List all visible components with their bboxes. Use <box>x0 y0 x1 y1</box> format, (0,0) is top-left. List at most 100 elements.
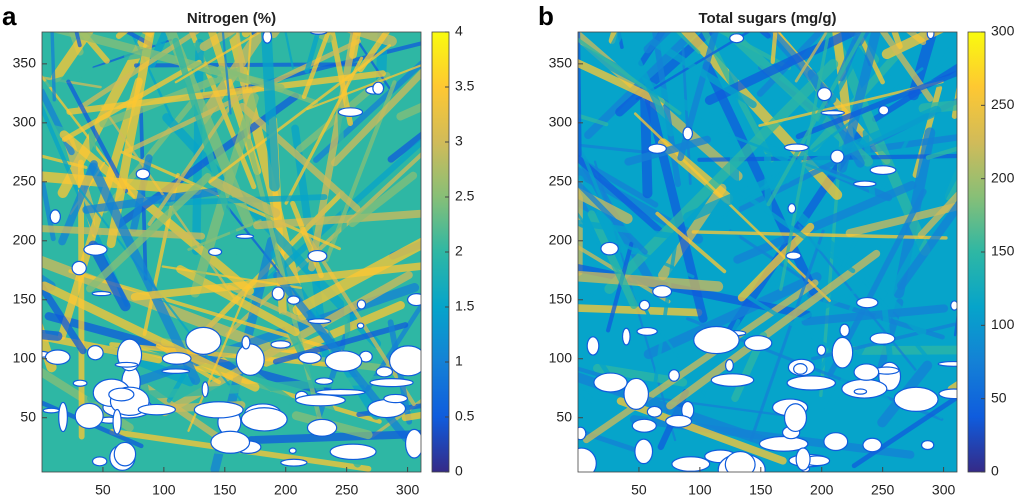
y-tick-label: 350 <box>13 55 37 71</box>
image-stroke <box>57 32 155 198</box>
image-stroke <box>733 180 917 264</box>
image-gap <box>270 340 292 349</box>
image-gap <box>112 408 122 435</box>
image-gap <box>729 33 745 44</box>
image-gap <box>86 345 104 361</box>
image-gap <box>356 299 367 310</box>
image-gap <box>280 458 308 467</box>
image-gap <box>135 168 151 180</box>
image-stroke <box>85 173 212 293</box>
colorbar-tick-label: 300 <box>991 23 1015 39</box>
image-stroke <box>749 229 825 442</box>
image-stroke <box>624 135 712 166</box>
image-gap <box>240 407 288 432</box>
image-gap <box>937 360 957 367</box>
image-gap <box>44 349 71 365</box>
image-gap <box>841 378 888 399</box>
image-stroke <box>643 272 822 360</box>
image-gap <box>783 143 809 152</box>
image-stroke <box>766 32 866 207</box>
heatmap-image <box>578 32 957 472</box>
image-gap <box>407 293 421 307</box>
colorbar-tick-label: 2.5 <box>455 188 475 204</box>
image-gap <box>114 361 139 368</box>
image-gap <box>161 368 191 374</box>
x-tick-label: 150 <box>213 482 237 498</box>
image-gap <box>600 241 619 256</box>
image-stroke <box>701 32 775 163</box>
image-gap <box>853 388 868 395</box>
image-stroke <box>862 129 894 371</box>
image-stroke <box>260 32 280 192</box>
image-stroke <box>578 153 663 234</box>
image-gap <box>108 387 135 402</box>
image-stroke <box>106 32 155 249</box>
image-stroke <box>172 37 245 262</box>
y-tick-label: 50 <box>556 408 572 424</box>
image-stroke <box>578 42 790 162</box>
image-stroke <box>728 183 856 274</box>
image-stroke <box>42 280 87 355</box>
panel-label: a <box>2 1 17 31</box>
image-gap <box>869 332 896 345</box>
image-gap <box>83 243 108 256</box>
heatmap-image <box>42 32 421 472</box>
image-gap <box>816 87 832 102</box>
x-tick-label: 200 <box>274 482 298 498</box>
y-tick-label: 100 <box>549 349 573 365</box>
image-stroke <box>127 282 420 388</box>
image-gap <box>893 386 939 412</box>
image-stroke <box>582 279 819 444</box>
image-stroke <box>42 165 56 242</box>
image-gap <box>823 432 849 452</box>
image-gap <box>682 126 694 141</box>
image-stroke <box>208 176 281 218</box>
image-gap <box>91 456 108 467</box>
y-tick-label: 300 <box>13 114 37 130</box>
image-stroke <box>908 32 938 101</box>
image-gap <box>950 300 957 311</box>
image-stroke <box>364 301 421 393</box>
image-stroke <box>578 113 609 127</box>
x-tick-label: 200 <box>810 482 834 498</box>
image-stroke <box>630 32 757 109</box>
image-gap <box>113 441 137 467</box>
colorbar-tick-label: 0.5 <box>455 408 475 424</box>
image-gap <box>307 249 328 263</box>
image-gap <box>315 388 366 396</box>
image-stroke <box>896 200 957 290</box>
image-stroke <box>357 32 391 73</box>
image-stroke <box>42 85 75 156</box>
image-stroke <box>42 281 260 392</box>
image-gap <box>786 375 837 391</box>
image-stroke <box>709 126 872 190</box>
image-stroke <box>578 321 623 395</box>
y-tick-label: 150 <box>549 290 573 306</box>
image-gap <box>647 143 667 154</box>
x-tick-label: 300 <box>932 482 956 498</box>
image-stroke <box>246 32 253 90</box>
x-tick-label: 250 <box>335 482 359 498</box>
image-stroke <box>292 237 421 316</box>
image-gap <box>210 430 251 454</box>
image-stroke <box>313 60 421 163</box>
image-gap <box>314 377 334 385</box>
image-gap <box>724 450 756 472</box>
image-gap <box>652 285 673 298</box>
image-stroke <box>348 171 418 228</box>
image-stroke <box>350 32 392 91</box>
image-gap <box>137 403 176 416</box>
image-stroke <box>826 345 957 355</box>
image-stroke <box>633 112 832 303</box>
y-tick-label: 350 <box>549 55 573 71</box>
image-stroke <box>253 209 421 230</box>
image-stroke <box>837 32 881 173</box>
colorbar-tick-label: 3.5 <box>455 78 475 94</box>
image-gap <box>235 343 265 376</box>
image-gap <box>938 388 957 400</box>
image-gap <box>306 418 338 437</box>
image-gap <box>830 149 845 164</box>
y-tick-label: 50 <box>20 408 36 424</box>
image-gap <box>74 402 104 430</box>
image-gap <box>72 379 88 387</box>
